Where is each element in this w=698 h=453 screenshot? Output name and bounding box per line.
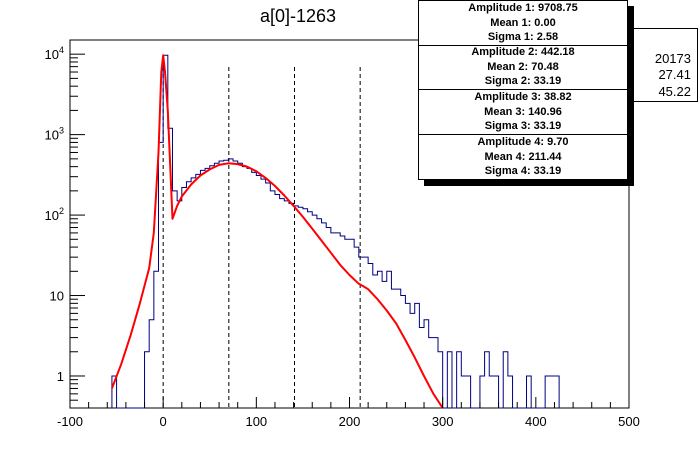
x-tick-label: -100 xyxy=(57,414,83,429)
fit-sigma-2: Sigma 2: 33.19 xyxy=(484,75,562,87)
fit-mean-1: Mean 1: 0.00 xyxy=(490,16,556,29)
stats-value-mean: 27.41 xyxy=(658,67,691,82)
fit-group-3: Amplitude 3: 38.82 Mean 3: 140.96 Sigma … xyxy=(419,90,627,135)
fit-mean-3: Mean 3: 140.96 xyxy=(484,105,562,118)
fit-mean-4: Mean 4: 211.44 xyxy=(484,150,562,163)
fit-amplitude-3: Amplitude 3: 38.82 xyxy=(474,91,572,103)
fit-group-1: Amplitude 1: 9708.75 Mean 1: 0.00 Sigma … xyxy=(419,1,627,46)
stats-value-stddev: 45.22 xyxy=(658,84,691,99)
y-tick-label: 10 xyxy=(50,289,64,304)
fit-group-2: Amplitude 2: 442.18 Mean 2: 70.48 Sigma … xyxy=(419,45,627,90)
fit-curve xyxy=(110,54,444,409)
y-tick-label: 1 xyxy=(57,369,64,384)
x-tick-label: 400 xyxy=(525,414,547,429)
fit-series xyxy=(110,54,444,409)
x-tick-label: 0 xyxy=(160,414,167,429)
x-tick-label: 300 xyxy=(432,414,454,429)
fit-amplitude-4: Amplitude 4: 9.70 xyxy=(477,136,569,148)
histogram-line xyxy=(111,54,560,409)
y-tick-label: 102 xyxy=(45,206,64,223)
fit-amplitude-1: Amplitude 1: 9708.75 xyxy=(468,2,578,14)
fit-mean-2: Mean 2: 70.48 xyxy=(487,60,559,73)
fit-sigma-1: Sigma 1: 2.58 xyxy=(487,31,559,43)
histogram-series xyxy=(111,54,560,409)
chart-title: a[0]-1263 xyxy=(260,6,337,26)
y-tick-label: 103 xyxy=(45,126,64,143)
x-axis: -100 0 100 200 300 400 500 xyxy=(57,397,640,429)
fit-amplitude-2: Amplitude 2: 442.18 xyxy=(471,46,575,58)
y-tick-label: 104 xyxy=(45,45,64,62)
x-tick-label: 200 xyxy=(339,414,361,429)
fit-parameters-box: Amplitude 1: 9708.75 Mean 1: 0.00 Sigma … xyxy=(418,0,628,180)
x-tick-label: 100 xyxy=(245,414,267,429)
fit-group-4: Amplitude 4: 9.70 Mean 4: 211.44 Sigma 4… xyxy=(419,135,627,179)
fit-sigma-3: Sigma 3: 33.19 xyxy=(484,120,562,132)
x-tick-label: 500 xyxy=(618,414,640,429)
stats-value-entries: 20173 xyxy=(654,51,691,66)
fit-sigma-4: Sigma 4: 33.19 xyxy=(484,165,562,177)
